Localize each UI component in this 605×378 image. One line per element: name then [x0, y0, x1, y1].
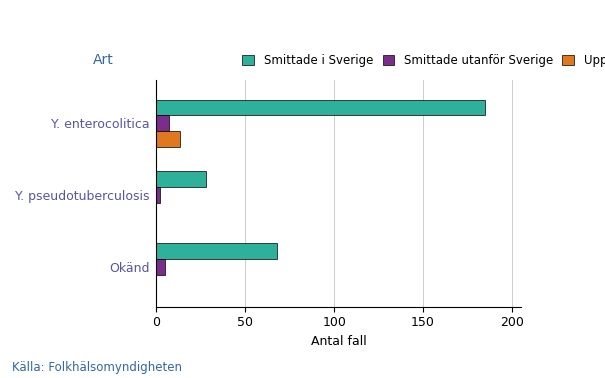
Bar [157, 131, 180, 147]
Text: Källa: Folkhälsomyndigheten: Källa: Folkhälsomyndigheten [12, 361, 182, 374]
Text: Art: Art [93, 53, 114, 67]
Legend: Smittade i Sverige, Smittade utanför Sverige, Uppgift saknas: Smittade i Sverige, Smittade utanför Sve… [243, 54, 605, 67]
Bar [157, 99, 485, 115]
Bar [157, 259, 165, 275]
Bar [157, 172, 206, 187]
X-axis label: Antal fall: Antal fall [311, 335, 367, 348]
Bar [157, 187, 160, 203]
Bar [157, 243, 277, 259]
Bar [157, 115, 169, 131]
